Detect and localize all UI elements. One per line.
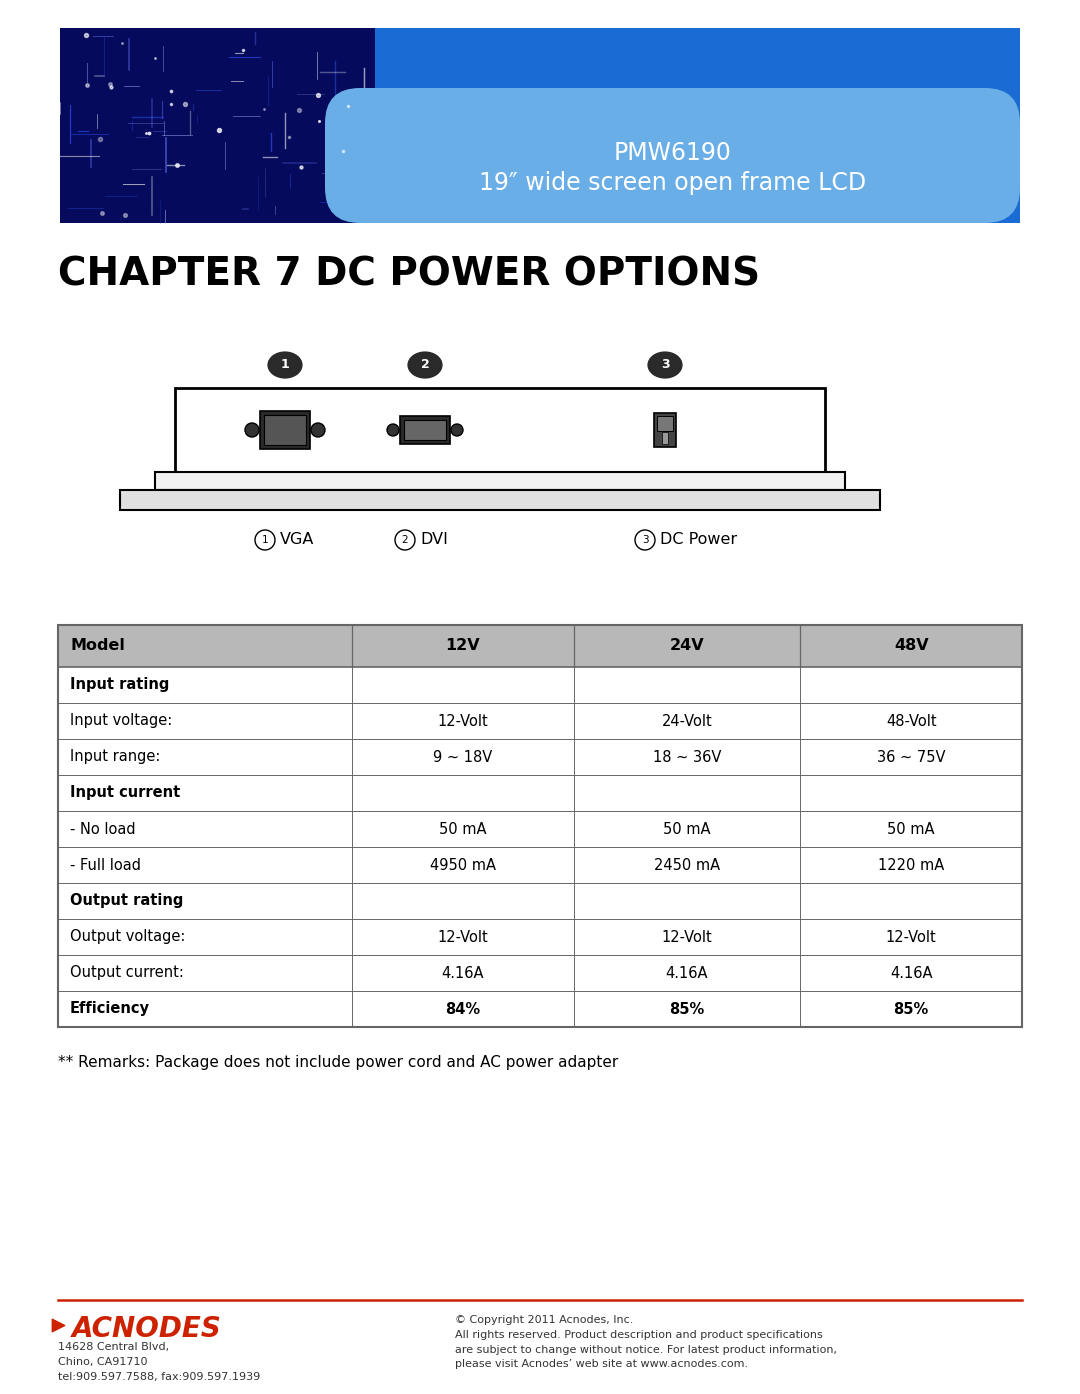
Bar xyxy=(404,420,446,441)
Bar xyxy=(58,882,1022,919)
Circle shape xyxy=(635,530,654,551)
Text: 1: 1 xyxy=(261,535,268,545)
Text: 50 mA: 50 mA xyxy=(440,821,487,836)
Ellipse shape xyxy=(268,351,302,379)
Circle shape xyxy=(255,530,275,551)
Text: 12-Volt: 12-Volt xyxy=(437,930,488,945)
Text: VGA: VGA xyxy=(280,533,314,548)
Text: 2: 2 xyxy=(420,358,430,371)
Text: - No load: - No load xyxy=(70,821,136,836)
Text: 84%: 84% xyxy=(445,1001,481,1016)
Bar xyxy=(662,432,669,445)
Text: 1220 mA: 1220 mA xyxy=(878,857,944,873)
Text: Input range:: Input range: xyxy=(70,750,160,764)
Circle shape xyxy=(395,530,415,551)
Text: Output current:: Output current: xyxy=(70,966,184,980)
Text: 2450 mA: 2450 mA xyxy=(654,857,720,873)
Ellipse shape xyxy=(407,351,443,379)
Bar xyxy=(60,28,1020,223)
Text: Output rating: Output rating xyxy=(70,894,184,909)
Text: 14628 Central Blvd,
Chino, CA91710
tel:909.597.7588, fax:909.597.1939: 14628 Central Blvd, Chino, CA91710 tel:9… xyxy=(58,1342,260,1381)
Text: PMW6190: PMW6190 xyxy=(613,141,731,164)
Text: 9 ~ 18V: 9 ~ 18V xyxy=(433,750,492,764)
Text: DC Power: DC Power xyxy=(660,533,738,548)
Text: 1: 1 xyxy=(281,358,289,371)
Text: 36 ~ 75V: 36 ~ 75V xyxy=(877,750,945,764)
Bar xyxy=(60,28,375,223)
Text: Model: Model xyxy=(70,638,125,654)
Bar xyxy=(120,491,880,510)
Bar xyxy=(58,991,1022,1027)
Text: 48-Volt: 48-Volt xyxy=(886,714,936,729)
Text: Output voltage:: Output voltage: xyxy=(70,930,186,945)
Text: 12-Volt: 12-Volt xyxy=(886,930,936,945)
Circle shape xyxy=(311,422,325,436)
Text: 3: 3 xyxy=(661,358,670,371)
Bar xyxy=(58,775,1022,811)
Bar xyxy=(175,388,825,473)
Bar xyxy=(58,703,1022,739)
Bar xyxy=(58,811,1022,848)
Bar xyxy=(58,666,1022,703)
Text: 18 ~ 36V: 18 ~ 36V xyxy=(652,750,721,764)
Text: DVI: DVI xyxy=(420,533,448,548)
Text: CHAPTER 7 DC POWER OPTIONS: CHAPTER 7 DC POWER OPTIONS xyxy=(58,255,760,293)
Bar xyxy=(400,415,450,445)
Text: Input voltage:: Input voltage: xyxy=(70,714,172,729)
Text: ** Remarks: Package does not include power cord and AC power adapter: ** Remarks: Package does not include pow… xyxy=(58,1055,618,1071)
Bar xyxy=(260,411,310,449)
Text: 4950 mA: 4950 mA xyxy=(430,857,496,873)
Circle shape xyxy=(451,424,463,436)
Text: 48V: 48V xyxy=(894,638,929,654)
Text: ACNODES: ACNODES xyxy=(72,1315,221,1342)
Text: 12-Volt: 12-Volt xyxy=(662,930,713,945)
Bar xyxy=(58,739,1022,775)
Text: 4.16A: 4.16A xyxy=(890,966,932,980)
Text: 50 mA: 50 mA xyxy=(663,821,711,836)
Text: 19″ wide screen open frame LCD: 19″ wide screen open frame LCD xyxy=(478,171,866,195)
Bar xyxy=(58,919,1022,955)
Text: Input rating: Input rating xyxy=(70,677,170,693)
Text: 12V: 12V xyxy=(446,638,481,654)
Text: © Copyright 2011 Acnodes, Inc.
All rights reserved. Product description and prod: © Copyright 2011 Acnodes, Inc. All right… xyxy=(455,1315,837,1369)
Bar xyxy=(58,848,1022,882)
Text: 4.16A: 4.16A xyxy=(665,966,708,980)
FancyBboxPatch shape xyxy=(325,88,1020,223)
Text: 85%: 85% xyxy=(670,1001,704,1016)
Text: 3: 3 xyxy=(642,535,648,545)
Text: 50 mA: 50 mA xyxy=(888,821,935,836)
Bar xyxy=(657,415,673,431)
Text: 85%: 85% xyxy=(893,1001,929,1016)
Circle shape xyxy=(387,424,399,436)
Text: 24V: 24V xyxy=(670,638,704,654)
Text: Input current: Input current xyxy=(70,785,180,800)
Bar xyxy=(156,473,845,491)
Text: - Full load: - Full load xyxy=(70,857,141,873)
Text: 2: 2 xyxy=(402,535,408,545)
Bar xyxy=(264,415,306,445)
Text: 12-Volt: 12-Volt xyxy=(437,714,488,729)
Bar xyxy=(58,625,1022,1027)
Text: 4.16A: 4.16A xyxy=(442,966,484,980)
Text: Efficiency: Efficiency xyxy=(70,1001,150,1016)
Bar xyxy=(58,955,1022,991)
Circle shape xyxy=(245,422,259,436)
Text: 24-Volt: 24-Volt xyxy=(662,714,713,729)
Ellipse shape xyxy=(647,351,683,379)
Bar xyxy=(58,625,1022,666)
Bar xyxy=(654,413,676,447)
